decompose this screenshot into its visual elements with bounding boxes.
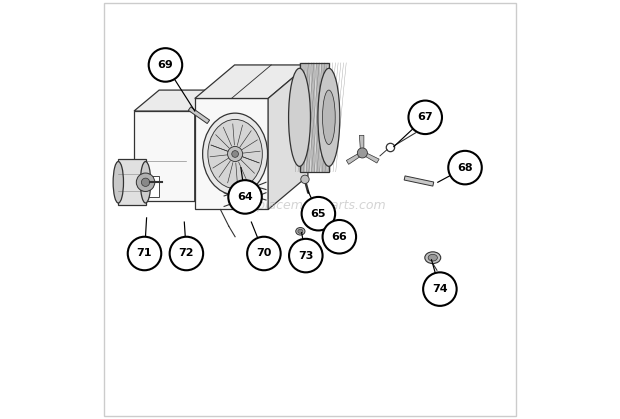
Ellipse shape: [203, 113, 268, 195]
Circle shape: [141, 178, 149, 186]
Polygon shape: [188, 107, 210, 124]
Circle shape: [357, 148, 368, 158]
Ellipse shape: [428, 254, 437, 261]
Circle shape: [409, 101, 442, 134]
Polygon shape: [404, 176, 434, 186]
Circle shape: [128, 237, 161, 270]
Text: 69: 69: [157, 60, 174, 70]
Circle shape: [289, 239, 322, 272]
Circle shape: [136, 173, 155, 191]
Circle shape: [149, 48, 182, 82]
Circle shape: [228, 147, 242, 161]
Circle shape: [323, 201, 330, 208]
Text: 70: 70: [256, 248, 272, 259]
Ellipse shape: [318, 68, 340, 166]
Polygon shape: [118, 159, 146, 205]
Polygon shape: [138, 176, 159, 197]
Polygon shape: [365, 153, 379, 163]
Polygon shape: [195, 90, 220, 201]
Ellipse shape: [298, 229, 303, 233]
Polygon shape: [360, 135, 364, 150]
Polygon shape: [299, 63, 329, 172]
Circle shape: [247, 237, 281, 270]
Circle shape: [301, 175, 309, 184]
Text: 73: 73: [298, 251, 314, 261]
Polygon shape: [134, 111, 195, 201]
Ellipse shape: [288, 68, 311, 166]
Polygon shape: [195, 65, 308, 98]
Polygon shape: [195, 98, 268, 210]
Circle shape: [170, 237, 203, 270]
Text: eReplacementParts.com: eReplacementParts.com: [234, 199, 386, 212]
Ellipse shape: [113, 162, 123, 203]
Ellipse shape: [322, 90, 335, 145]
Circle shape: [322, 220, 356, 253]
Ellipse shape: [140, 162, 151, 203]
Circle shape: [301, 197, 335, 230]
Ellipse shape: [296, 228, 305, 235]
Text: 71: 71: [137, 248, 153, 259]
Text: 64: 64: [237, 192, 253, 202]
Text: 72: 72: [179, 248, 194, 259]
Text: 68: 68: [457, 163, 473, 173]
Text: 67: 67: [417, 112, 433, 122]
Ellipse shape: [425, 252, 441, 264]
Circle shape: [448, 151, 482, 184]
Text: 65: 65: [311, 209, 326, 219]
Polygon shape: [268, 65, 308, 209]
Polygon shape: [134, 90, 220, 111]
Text: 74: 74: [432, 284, 448, 294]
Circle shape: [423, 272, 457, 306]
Circle shape: [228, 180, 262, 214]
Text: 66: 66: [332, 232, 347, 242]
Circle shape: [232, 151, 239, 157]
Ellipse shape: [208, 119, 262, 189]
Polygon shape: [347, 153, 360, 164]
